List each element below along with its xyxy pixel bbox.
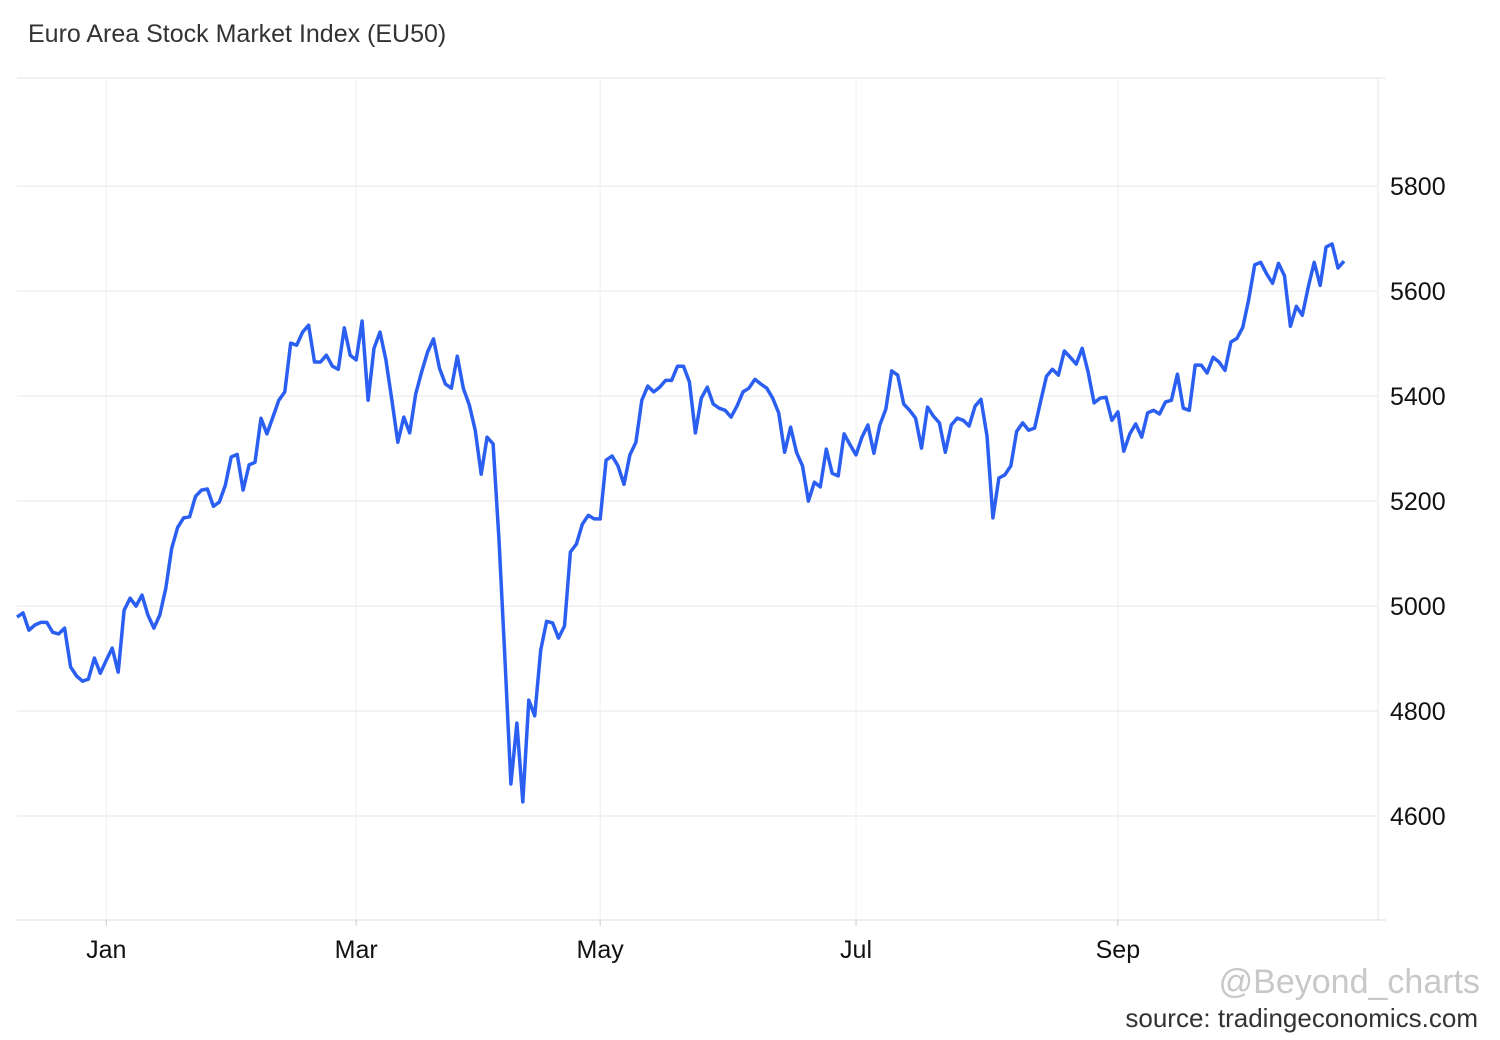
y-tick-label: 5600 bbox=[1390, 278, 1446, 306]
y-tick-label: 5800 bbox=[1390, 173, 1446, 201]
watermark: @Beyond_charts bbox=[1219, 963, 1480, 1001]
y-tick-label: 5000 bbox=[1390, 593, 1446, 621]
source: source: tradingeconomics.com bbox=[1125, 1003, 1478, 1033]
x-tick-label: May bbox=[577, 936, 625, 964]
chart-title: Euro Area Stock Market Index (EU50) bbox=[28, 20, 446, 48]
y-tick-label: 4600 bbox=[1390, 803, 1446, 831]
x-tick-label: Sep bbox=[1096, 936, 1140, 964]
price-line bbox=[15, 242, 1346, 804]
x-tick-label: Jul bbox=[840, 936, 872, 964]
y-tick-label: 4800 bbox=[1390, 698, 1446, 726]
x-tick-label: Jan bbox=[86, 936, 126, 964]
y-tick-label: 5400 bbox=[1390, 383, 1446, 411]
y-tick-label: 5200 bbox=[1390, 488, 1446, 516]
x-tick-label: Mar bbox=[335, 936, 378, 964]
